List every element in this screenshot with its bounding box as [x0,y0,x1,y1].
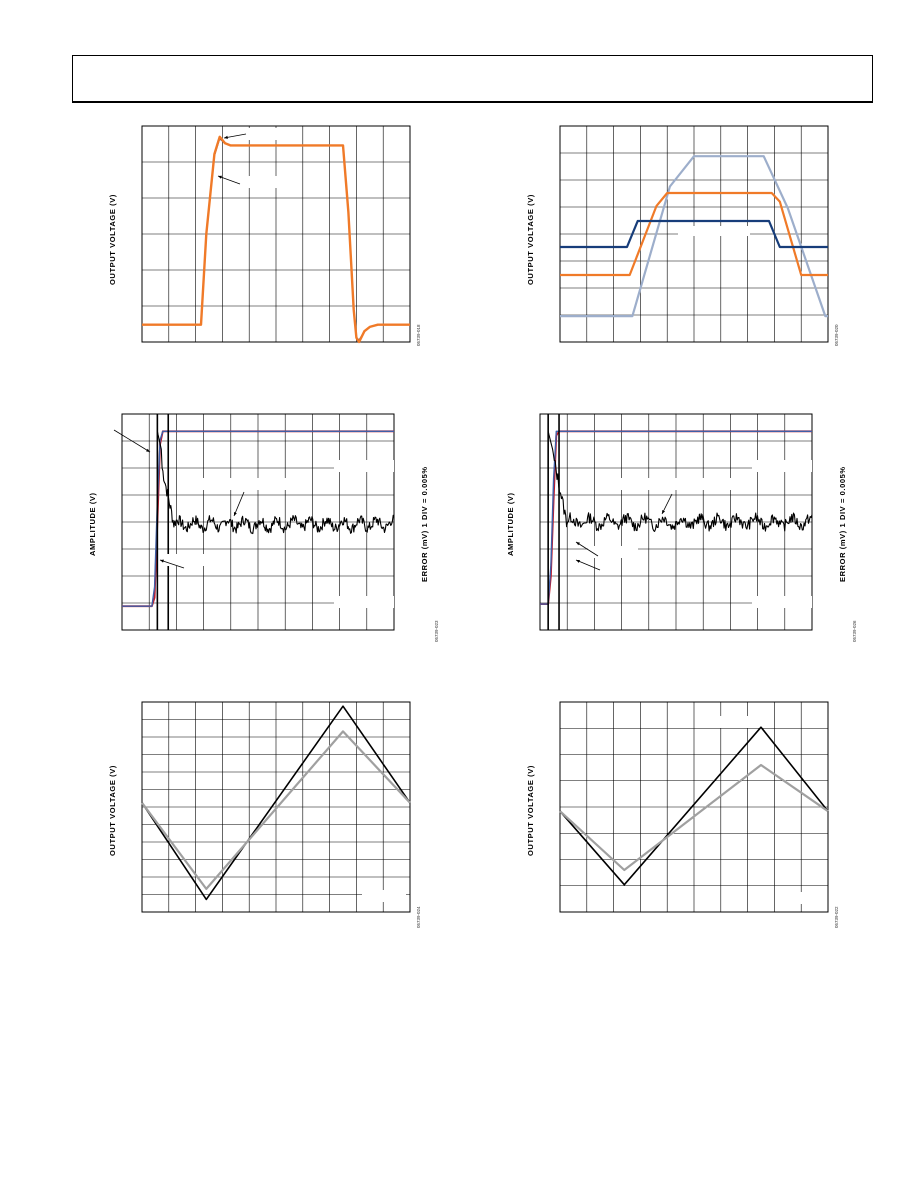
label-mask [612,478,732,490]
page-header-box [72,55,873,103]
figure-code: 05739-023 [434,620,439,642]
figure-code: 05739-026 [852,620,857,642]
annotation-leader [233,491,245,517]
y-axis-label: OUTPUT VOLTAGE (V) [526,765,535,856]
annotation-arrowhead [146,448,150,452]
y-axis-label: AMPLITUDE (V) [506,492,515,556]
annotation-arrowhead [576,542,580,546]
label-mask [752,460,812,472]
right-axis-label: ERROR (mV) 1 DIV = 0.005% [420,466,429,582]
label-mask [334,596,394,608]
chart-panel-6: OUTPUT VOLTAGE (V) 05739-022 [518,696,858,932]
chart-p3-plot [113,413,395,631]
label-mask [166,554,226,566]
annotation-leader [223,133,247,139]
series-line-orange [142,135,410,344]
series-line-clipped [559,763,829,872]
chart-p5-plot [141,701,411,913]
annotation-leader [575,541,599,557]
y-axis-label: AMPLITUDE (V) [88,492,97,556]
annotation-arrowhead [218,175,222,179]
y-axis-label: OUTPUT VOLTAGE (V) [526,194,535,285]
chart-panel-1: OUTPUT VOLTAGE (V) 05739-018 [100,120,440,360]
annotation-arrowhead [224,135,228,139]
figure-code: 05739-018 [416,324,421,346]
label-mask [362,890,406,902]
annotation-arrowhead [662,510,666,514]
figure-code: 05739-022 [834,906,839,928]
label-mask [780,892,824,904]
annotation-leader [661,493,673,515]
series-line-orange [560,191,828,277]
chart-p6-plot [559,701,829,913]
label-mask [708,716,752,728]
annotation-arrowhead [160,559,164,563]
right-axis-label: ERROR (mV) 1 DIV = 0.005% [838,466,847,582]
chart-panel-5: OUTPUT VOLTAGE (V) 05739-024 [100,696,440,932]
annotation-leader [113,429,151,453]
label-mask [190,478,300,490]
annotation-leader [217,175,241,185]
label-mask [588,546,638,558]
series-line-light [560,155,828,318]
chart-p1-plot [141,125,411,344]
y-axis-label: OUTPUT VOLTAGE (V) [108,765,117,856]
series-line-clipped [141,730,411,890]
label-mask [238,128,278,140]
chart-panel-4: AMPLITUDE (V) ERROR (mV) 1 DIV = 0.005% … [502,408,862,648]
series-line-dark [560,219,828,249]
figure-code: 05739-024 [416,906,421,928]
label-mask [244,176,294,188]
label-mask [752,596,812,608]
annotation-leader [159,559,185,569]
series-line-ideal [141,705,411,901]
label-mask [334,460,394,472]
error-trace [156,431,395,535]
figure-code: 05739-020 [834,324,839,346]
annotation-leader [575,559,601,571]
chart-p2-plot [559,125,829,343]
chart-panel-2: OUTPUT VOLTAGE (V) 05739-020 [518,120,858,360]
series-line-ideal [559,726,829,886]
annotation-arrowhead [233,512,237,516]
label-mask [678,226,750,236]
chart-panel-3: AMPLITUDE (V) ERROR (mV) 1 DIV = 0.005% … [84,408,444,648]
annotation-arrowhead [576,559,580,563]
y-axis-label: OUTPUT VOLTAGE (V) [108,194,117,285]
chart-p4-plot [539,413,813,631]
error-trace [547,431,813,532]
